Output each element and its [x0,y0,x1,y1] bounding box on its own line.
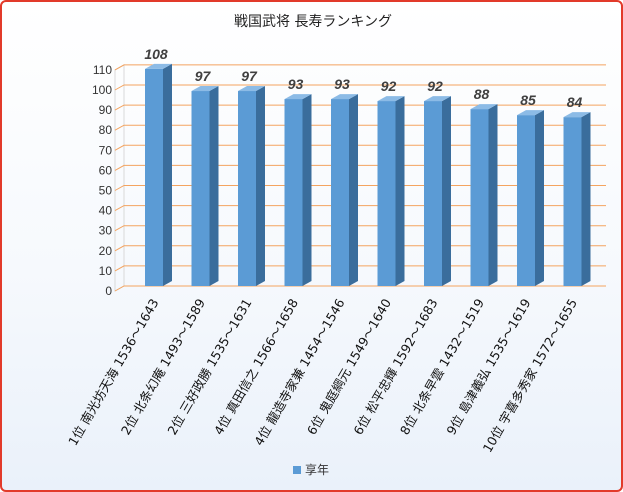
bar: 88 [470,86,498,287]
y-tick-label: 60 [99,163,113,177]
legend: 享年 [293,462,329,477]
legend-label: 享年 [305,462,329,477]
bar-front [238,91,256,286]
bar: 93 [284,76,312,286]
grid-line [114,64,606,71]
bars: 108 97 97 93 93 92 92 88 85 84 [144,46,591,287]
data-label: 108 [144,46,168,62]
legend-swatch [293,466,301,474]
bar: 85 [517,92,544,287]
data-label: 93 [334,76,350,92]
x-tick-label: 2位 北条幻庵 1493～1589 [118,296,208,437]
data-label: 92 [427,78,443,94]
bar-side [442,96,451,286]
bar-top [377,96,405,102]
data-label: 88 [474,86,490,102]
bar-front [424,101,442,286]
bar-front [377,101,396,286]
bar-front [191,91,210,286]
bar: 97 [238,68,265,286]
axis-side-wall [114,64,125,292]
y-tick-label: 70 [99,143,113,157]
bar-side [256,86,265,286]
x-tick-label: 6位 松平忠輝 1592～1683 [350,296,440,437]
data-label: 93 [288,76,304,92]
x-tick-label: 9位 島津義弘 1535～1619 [443,296,533,437]
x-tick-label: 4位 龍造寺家兼 1454～1546 [251,296,348,448]
bar-side [209,86,219,286]
bar-side [302,94,312,286]
bar-top [191,86,219,92]
bar-top [470,104,498,110]
bar: 97 [191,68,219,286]
x-tick-label: 10位 宇喜多秀家 1572～1655 [480,296,580,455]
y-tick-label: 50 [99,184,113,198]
x-tick-label: 1位 南光坊天海 1536～1643 [65,296,162,448]
bar-front [517,115,535,287]
y-tick-label: 90 [99,103,113,117]
bar-front [331,99,349,286]
bar: 93 [331,76,358,286]
y-tick-label: 80 [99,123,113,137]
bar-side [395,96,405,286]
bar: 108 [144,46,172,286]
data-label: 84 [567,94,583,110]
grid-line [114,285,606,292]
bar-side [488,104,498,287]
x-tick-label: 2位 三好政勝 1535～1631 [164,296,254,437]
x-tick-label: 8位 北条早雲 1432～1519 [397,296,487,437]
y-tick-label: 10 [99,264,113,278]
y-axis-ticks: 0 10 20 30 40 50 60 70 80 90 100 110 [92,63,112,298]
bar-top [331,94,358,100]
bar-top [424,96,451,102]
data-label: 97 [241,68,258,84]
bar-top [563,112,591,118]
bar-front [470,109,489,287]
y-tick-label: 30 [99,224,113,238]
bar-front [284,99,303,286]
x-tick-label: 6位 鬼庭綱元 1549～1640 [304,296,394,437]
bar-top [284,94,312,100]
y-tick-label: 100 [92,83,112,97]
y-tick-label: 0 [105,284,112,298]
bar: 92 [424,78,451,286]
bar-top [145,63,172,69]
bar: 92 [377,78,405,286]
y-tick-label: 20 [99,244,113,258]
bar-side [163,63,172,286]
bar-front [563,117,582,286]
y-tick-label: 110 [93,63,112,77]
data-label: 92 [381,78,397,94]
bar-front [145,68,163,286]
data-label: 85 [520,92,536,108]
bar-top [517,110,544,116]
bar-side [535,110,544,287]
bar-side [581,112,591,286]
data-label: 97 [195,68,212,84]
chart-title: 戦国武将 長寿ランキング [234,13,392,30]
y-tick-label: 40 [99,204,113,218]
x-tick-label: 4位 真田信之 1566～1658 [211,296,301,437]
bar: 84 [563,94,591,286]
grid-line [114,84,606,91]
bar-top [238,86,265,92]
bar-side [349,94,358,286]
